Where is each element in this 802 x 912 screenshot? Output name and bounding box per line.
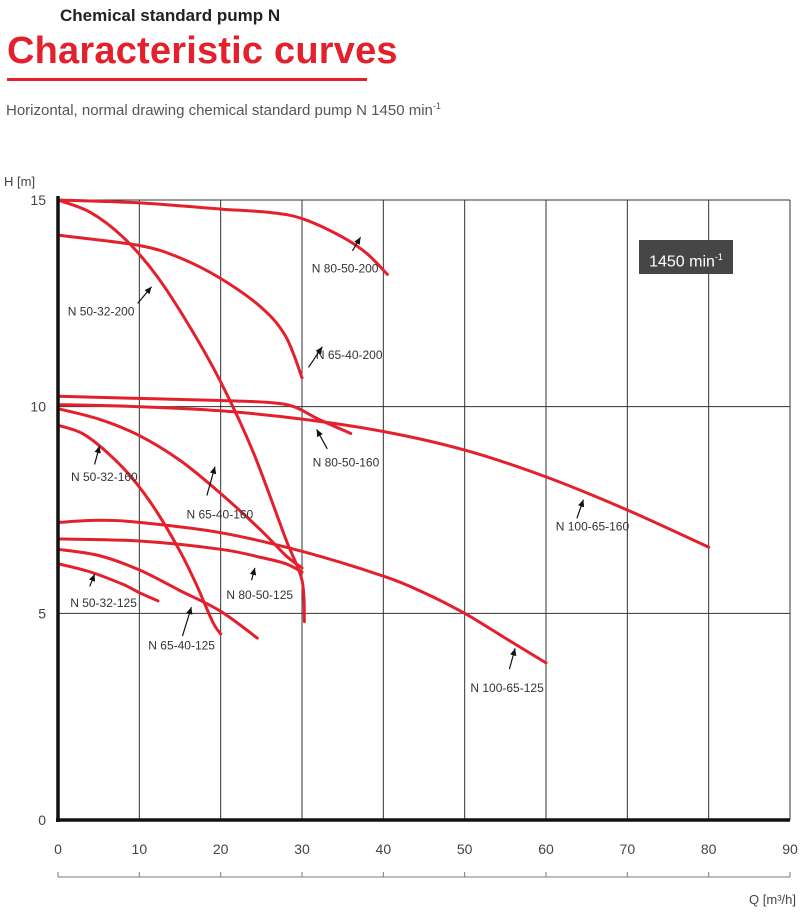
curve-n-50-32-200 <box>56 198 306 624</box>
x-tick-label-20: 20 <box>213 841 229 857</box>
arrow-head-n-80-50-160 <box>316 429 323 438</box>
curve-n-65-40-125 <box>56 547 259 640</box>
y-axis-title: H [m] <box>4 174 35 189</box>
arrow-head-n-50-32-160 <box>94 445 101 454</box>
caption-text: Horizontal, normal drawing chemical stan… <box>6 102 433 119</box>
x-tick-label-10: 10 <box>132 841 148 857</box>
curve-n-50-32-125 <box>56 562 160 603</box>
x-tick-label-0: 0 <box>54 841 62 857</box>
curve-n-100-65-160 <box>56 403 711 549</box>
y-tick-label-5: 5 <box>38 605 46 621</box>
document-title: Characteristic curves <box>7 30 398 72</box>
speed-badge-text: 1450 min <box>649 253 715 271</box>
curve-n-65-40-200 <box>56 233 304 380</box>
curve-label-n-50-32-125: N 50-32-125 <box>70 596 137 610</box>
label-layer: 0 5 10 15 0 10 20 30 40 50 60 70 80 90 H [m] Q [m³/h] N … <box>4 174 798 907</box>
arrow-head-n-65-40-160 <box>209 466 217 475</box>
curve-label-n-65-40-160: N 65-40-160 <box>187 507 254 521</box>
curve-label-n-80-50-200: N 80-50-200 <box>312 261 379 275</box>
x-tick-label-60: 60 <box>538 841 554 857</box>
curve-label-n-65-40-125: N 65-40-125 <box>148 639 215 653</box>
arrow-head-n-65-40-125 <box>186 607 193 615</box>
curve-label-n-80-50-125: N 80-50-125 <box>226 588 293 602</box>
x-tick-label-40: 40 <box>376 841 392 857</box>
curve-n-50-32-160 <box>56 423 223 636</box>
x-tick-label-80: 80 <box>701 841 717 857</box>
curve-n-80-50-200 <box>56 198 389 276</box>
y-tick-label-15: 15 <box>30 192 46 208</box>
curve-label-n-50-32-160: N 50-32-160 <box>71 470 138 484</box>
title-underline <box>7 78 367 81</box>
arrow-head-n-50-32-200 <box>144 286 152 295</box>
arrow-head-n-50-32-125 <box>89 574 96 582</box>
x-tick-label-50: 50 <box>457 841 473 857</box>
curve-n-80-50-160 <box>56 394 353 435</box>
curve-label-n-80-50-160: N 80-50-160 <box>313 456 380 470</box>
y-tick-label-0: 0 <box>38 812 46 828</box>
arrow-head-n-100-65-125 <box>510 648 517 657</box>
arrow-head-n-80-50-125 <box>249 567 257 576</box>
x-tick-label-30: 30 <box>294 841 310 857</box>
chart-caption: Horizontal, normal drawing chemical stan… <box>6 101 441 119</box>
y-tick-label-10: 10 <box>30 399 46 415</box>
curve-layer <box>56 198 711 665</box>
curve-label-n-100-65-160: N 100-65-160 <box>556 520 630 534</box>
curve-label-n-65-40-200: N 65-40-200 <box>316 348 383 362</box>
document-subtitle: Chemical standard pump N <box>60 6 281 25</box>
x-axis-title: Q [m³/h] <box>749 892 796 907</box>
curve-n-65-40-160 <box>56 407 304 570</box>
curve-label-n-100-65-125: N 100-65-125 <box>470 681 544 695</box>
caption-superscript: -1 <box>432 101 441 111</box>
speed-badge-superscript: -1 <box>714 252 723 262</box>
arrow-head-n-100-65-160 <box>578 499 585 508</box>
axis-layer <box>56 196 791 878</box>
curve-n-80-50-125 <box>56 537 304 574</box>
arrow-head-n-80-50-200 <box>354 237 361 245</box>
speed-badge: 1450 min-1 <box>639 240 733 274</box>
x-tick-label-70: 70 <box>620 841 636 857</box>
arrow-head-n-65-40-200 <box>315 346 323 355</box>
curve-n-100-65-125 <box>56 518 548 665</box>
curve-label-n-50-32-200: N 50-32-200 <box>68 305 135 319</box>
x-tick-label-90: 90 <box>782 841 798 857</box>
